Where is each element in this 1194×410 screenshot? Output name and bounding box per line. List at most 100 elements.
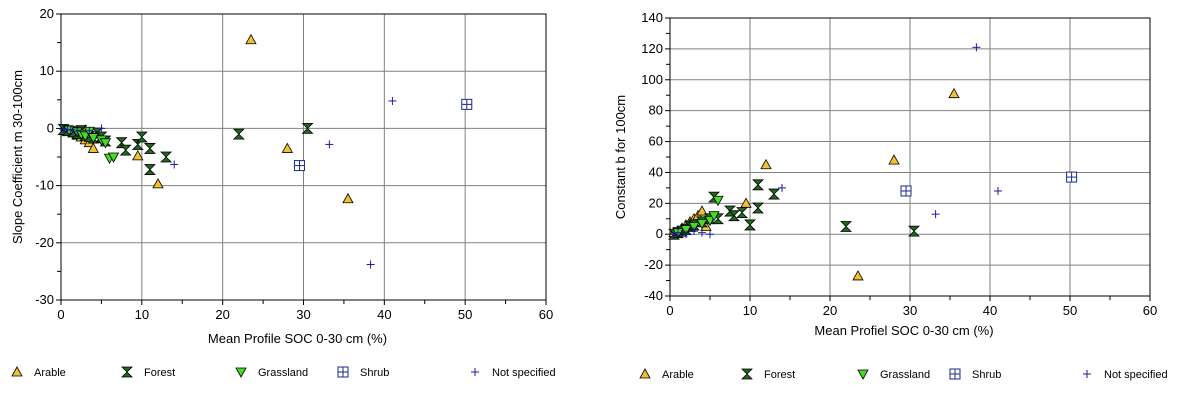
data-point (388, 96, 397, 105)
x-axis-label: Mean Profile SOC 0-30 cm (%) (208, 331, 387, 346)
data-point (63, 126, 72, 135)
x-tick-label: 50 (1063, 303, 1077, 318)
x-tick-label: 20 (823, 303, 837, 318)
data-point (931, 210, 940, 219)
data-point (59, 124, 68, 133)
data-point (696, 219, 708, 230)
data-point (736, 207, 748, 219)
data-point (135, 131, 148, 143)
data-point (170, 160, 179, 169)
data-point (119, 144, 132, 156)
legend-label: Not specified (1104, 369, 1168, 381)
data-point (948, 87, 960, 99)
legend: Arable Forest Grassland Shrub Not specified (11, 366, 556, 379)
data-point (366, 260, 375, 269)
data-point (752, 179, 764, 191)
legend-marker (741, 368, 753, 380)
data-point (232, 128, 245, 140)
data-point (712, 195, 724, 207)
y-tick-label: 140 (641, 10, 663, 25)
data-point (245, 33, 257, 45)
legend-label: Grassland (880, 369, 930, 381)
y-tick-label: 80 (649, 103, 663, 118)
x-tick-label: 20 (215, 307, 229, 322)
y-tick-label: 20 (649, 195, 663, 210)
data-point (900, 185, 912, 197)
y-tick-label: 20 (40, 6, 54, 21)
data-point (680, 225, 692, 236)
legend-label: Not specified (492, 367, 556, 379)
data-point (778, 183, 786, 192)
x-axis-label: Mean Profiel SOC 0-30 cm (%) (814, 323, 993, 338)
data-point (706, 230, 714, 239)
legend-label: Forest (764, 369, 795, 381)
slope-coefficient-chart: 0 10 20 30 40 50 60 -30 -20 -10 0 10 20 Mean Profile… (10, 6, 556, 379)
y-tick-label: 60 (649, 134, 663, 149)
x-tick-label: 0 (666, 303, 673, 318)
x-tick-label: 50 (458, 307, 472, 322)
data-points (668, 43, 1078, 281)
data-point (698, 228, 706, 237)
x-tick-label: 10 (135, 307, 149, 322)
data-point (972, 43, 981, 52)
constant-b-chart: 0 10 20 30 40 50 60 -40 -20 0 20 40 60 80 100 120 140 Me… (613, 10, 1168, 381)
data-point (97, 124, 106, 133)
legend-marker (857, 369, 869, 380)
legend-marker (235, 367, 247, 378)
data-point (670, 230, 678, 239)
y-tick-label: -40 (644, 288, 663, 303)
y-tick-label: 120 (641, 41, 663, 56)
data-point (160, 151, 173, 163)
data-point (143, 164, 156, 175)
data-point (888, 154, 900, 165)
y-tick-label: 100 (641, 72, 663, 87)
data-point (768, 188, 780, 200)
data-point (908, 225, 920, 237)
axis-ticks: 0 10 20 30 40 50 60 -40 -20 0 20 40 60 80 100 120 140 (641, 10, 1157, 318)
legend-label: Arable (662, 369, 694, 381)
legend-label: Arable (34, 367, 66, 379)
legend-label: Grassland (258, 367, 308, 379)
axis-ticks: 0 10 20 30 40 50 60 -30 -20 -10 0 10 20 (35, 6, 553, 322)
grid-lines (669, 17, 1151, 297)
legend: Arable Forest Grassland Shrub Not specified (639, 368, 1168, 381)
data-point (461, 98, 473, 110)
x-tick-label: 10 (743, 303, 757, 318)
data-point (342, 192, 354, 204)
y-tick-label: 10 (40, 63, 54, 78)
legend-marker (639, 368, 651, 379)
y-tick-label: 0 (47, 120, 54, 135)
y-tick-label: 40 (649, 164, 663, 179)
data-point (688, 222, 700, 233)
legend-label: Forest (144, 367, 175, 379)
x-tick-label: 40 (377, 307, 391, 322)
data-point (325, 140, 334, 149)
data-point (143, 143, 156, 154)
x-tick-label: 0 (57, 307, 64, 322)
data-point (994, 186, 1002, 195)
data-point (87, 142, 100, 153)
data-point (852, 270, 864, 281)
legend-marker (471, 368, 479, 376)
x-tick-label: 30 (296, 307, 310, 322)
data-point (152, 178, 164, 189)
data-point (85, 126, 94, 135)
data-point (682, 230, 690, 239)
data-point (752, 202, 764, 214)
data-point (728, 210, 740, 222)
data-point (760, 158, 772, 170)
x-tick-label: 40 (983, 303, 997, 318)
data-point (87, 133, 100, 144)
x-tick-label: 30 (903, 303, 917, 318)
data-point (107, 152, 120, 163)
data-point (744, 219, 756, 231)
y-tick-label: -30 (35, 292, 54, 307)
y-tick-label: -10 (35, 178, 54, 193)
legend-marker (949, 368, 961, 380)
grid-lines (60, 13, 547, 301)
y-axis-label: Constant b for 100cm (613, 95, 628, 219)
y-tick-label: 0 (656, 226, 663, 241)
data-point (66, 125, 75, 134)
data-point (690, 227, 698, 236)
